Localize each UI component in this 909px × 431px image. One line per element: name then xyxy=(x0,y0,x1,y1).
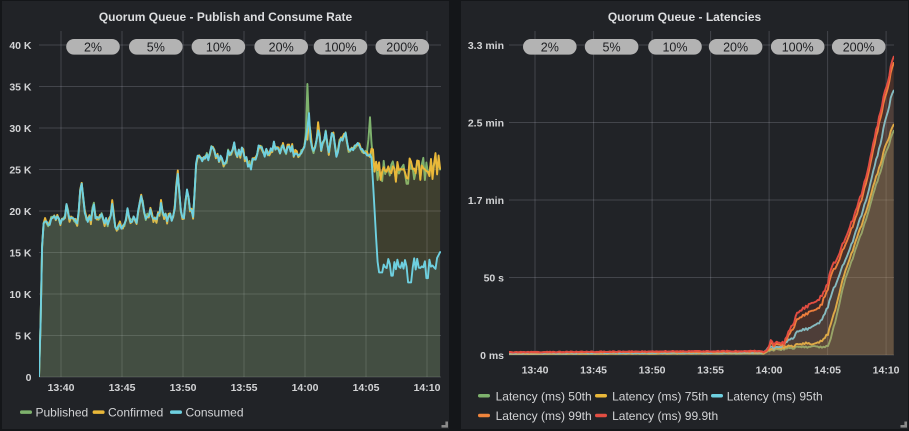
svg-text:10 K: 10 K xyxy=(9,289,32,301)
svg-text:13:45: 13:45 xyxy=(109,382,136,394)
svg-text:14:05: 14:05 xyxy=(353,382,380,394)
svg-text:14:05: 14:05 xyxy=(814,365,841,377)
svg-text:0 ms: 0 ms xyxy=(480,350,504,362)
svg-text:20%: 20% xyxy=(269,40,294,54)
svg-text:13:40: 13:40 xyxy=(48,382,75,394)
svg-text:20 K: 20 K xyxy=(9,206,32,218)
svg-text:Latency (ms) 99.9th: Latency (ms) 99.9th xyxy=(612,409,718,423)
svg-text:2%: 2% xyxy=(84,40,102,54)
svg-text:13:40: 13:40 xyxy=(522,365,549,377)
svg-text:1.7 min: 1.7 min xyxy=(468,195,504,207)
svg-text:Published: Published xyxy=(36,406,89,420)
svg-text:Quorum Queue - Publish and Con: Quorum Queue - Publish and Consume Rate xyxy=(99,10,353,24)
svg-text:5 K: 5 K xyxy=(15,331,32,343)
svg-text:13:55: 13:55 xyxy=(697,365,724,377)
svg-text:14:10: 14:10 xyxy=(414,382,441,394)
svg-text:14:00: 14:00 xyxy=(292,382,319,394)
svg-text:100%: 100% xyxy=(325,40,357,54)
svg-text:13:55: 13:55 xyxy=(231,382,258,394)
svg-text:0: 0 xyxy=(26,372,32,384)
svg-text:50 s: 50 s xyxy=(484,273,505,285)
svg-text:14:00: 14:00 xyxy=(756,365,783,377)
svg-text:Latency (ms) 75th: Latency (ms) 75th xyxy=(612,389,708,403)
svg-text:Confirmed: Confirmed xyxy=(108,406,163,420)
svg-text:5%: 5% xyxy=(603,40,621,54)
svg-text:Latency (ms) 50th: Latency (ms) 50th xyxy=(496,389,592,403)
svg-text:200%: 200% xyxy=(386,40,418,54)
svg-text:200%: 200% xyxy=(843,40,875,54)
svg-text:25 K: 25 K xyxy=(9,165,32,177)
svg-text:5%: 5% xyxy=(147,40,165,54)
svg-text:Consumed: Consumed xyxy=(186,406,244,420)
svg-text:35 K: 35 K xyxy=(9,82,32,94)
svg-text:13:50: 13:50 xyxy=(170,382,197,394)
svg-text:13:45: 13:45 xyxy=(580,365,607,377)
svg-text:15 K: 15 K xyxy=(9,248,32,260)
svg-text:100%: 100% xyxy=(782,40,814,54)
svg-text:Latency (ms) 99th: Latency (ms) 99th xyxy=(496,409,592,423)
svg-text:30 K: 30 K xyxy=(9,123,32,135)
svg-text:3.3 min: 3.3 min xyxy=(468,40,504,52)
svg-text:14:10: 14:10 xyxy=(873,365,900,377)
svg-text:10%: 10% xyxy=(662,40,687,54)
svg-text:40 K: 40 K xyxy=(9,40,32,52)
svg-text:13:50: 13:50 xyxy=(639,365,666,377)
svg-text:2.5 min: 2.5 min xyxy=(468,118,504,130)
svg-text:10%: 10% xyxy=(206,40,231,54)
svg-text:Quorum Queue - Latencies: Quorum Queue - Latencies xyxy=(608,10,762,24)
svg-text:2%: 2% xyxy=(541,40,559,54)
svg-text:20%: 20% xyxy=(723,40,748,54)
svg-text:Latency (ms) 95th: Latency (ms) 95th xyxy=(727,389,823,403)
